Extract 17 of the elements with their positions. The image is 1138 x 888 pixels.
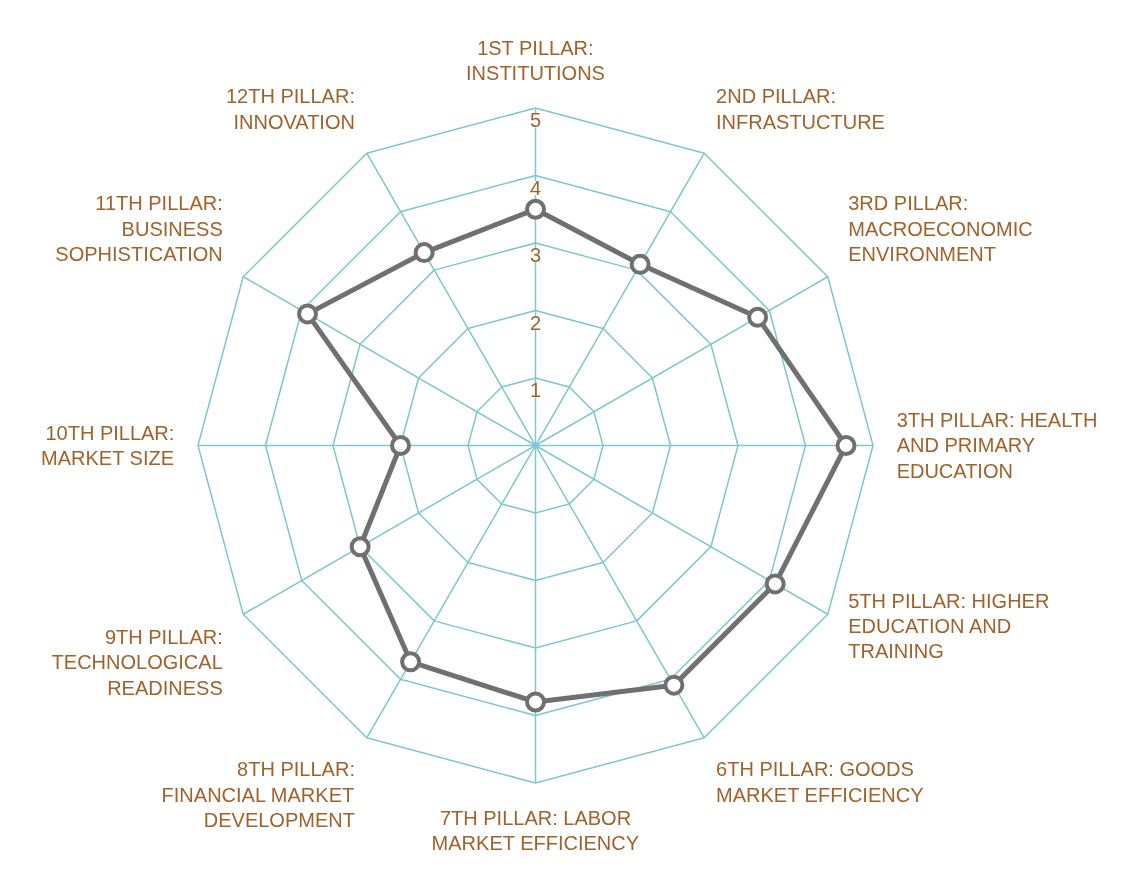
spoke-label: 5TH PILLAR: HIGHER EDUCATION AND TRAINING: [848, 589, 1050, 663]
y-tick-label: 4: [529, 176, 542, 199]
spoke-label: 1ST PILLAR: INSTITUTIONS: [466, 37, 605, 85]
spoke-label: 8TH PILLAR: FINANCIAL MARKET DEVELOPMENT: [161, 758, 355, 831]
spoke-label: 10TH PILLAR: MARKET SIZE: [41, 421, 175, 470]
spoke-label: 3TH PILLAR: HEALTH AND PRIMARY EDUCATION: [896, 409, 1098, 482]
spoke-label: 6TH PILLAR: GOODS MARKET EFFICIENCY: [716, 758, 924, 806]
spoke-label: 11TH PILLAR: BUSINESS SOPHISTICATION: [55, 192, 223, 265]
spoke-label: 12TH PILLAR: INNOVATION: [225, 85, 355, 133]
y-tick-label: 2: [529, 311, 542, 334]
y-tick-label: 1: [529, 379, 542, 402]
spoke-label: 3RD PILLAR: MACROECONOMIC ENVIRONMENT: [848, 192, 1033, 265]
spoke-label: 9TH PILLAR: TECHNOLOGICAL READINESS: [51, 626, 223, 699]
spoke-label: 2ND PILLAR: INFRASTUCTURE: [716, 85, 885, 133]
y-tick-label: 5: [529, 109, 542, 132]
spoke-label: 7TH PILLAR: LABOR MARKET EFFICIENCY: [431, 806, 640, 854]
y-tick-label: 3: [529, 244, 542, 267]
